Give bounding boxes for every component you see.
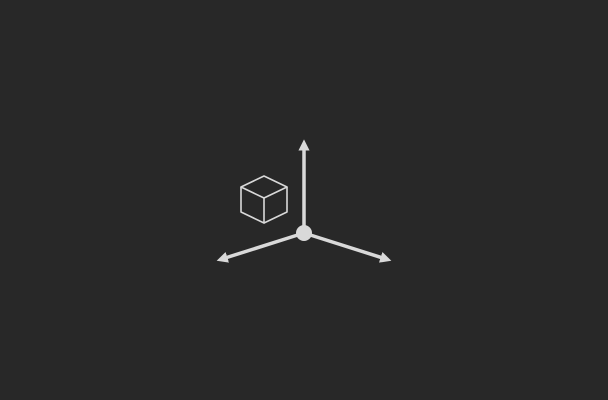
cube-icon[interactable] <box>240 175 288 224</box>
axis-left-arrow[interactable] <box>216 231 305 263</box>
transform-gizmo-icon[interactable] <box>216 139 392 263</box>
axis-right-arrow[interactable] <box>303 231 392 263</box>
gizmo-origin-handle[interactable] <box>296 225 312 241</box>
